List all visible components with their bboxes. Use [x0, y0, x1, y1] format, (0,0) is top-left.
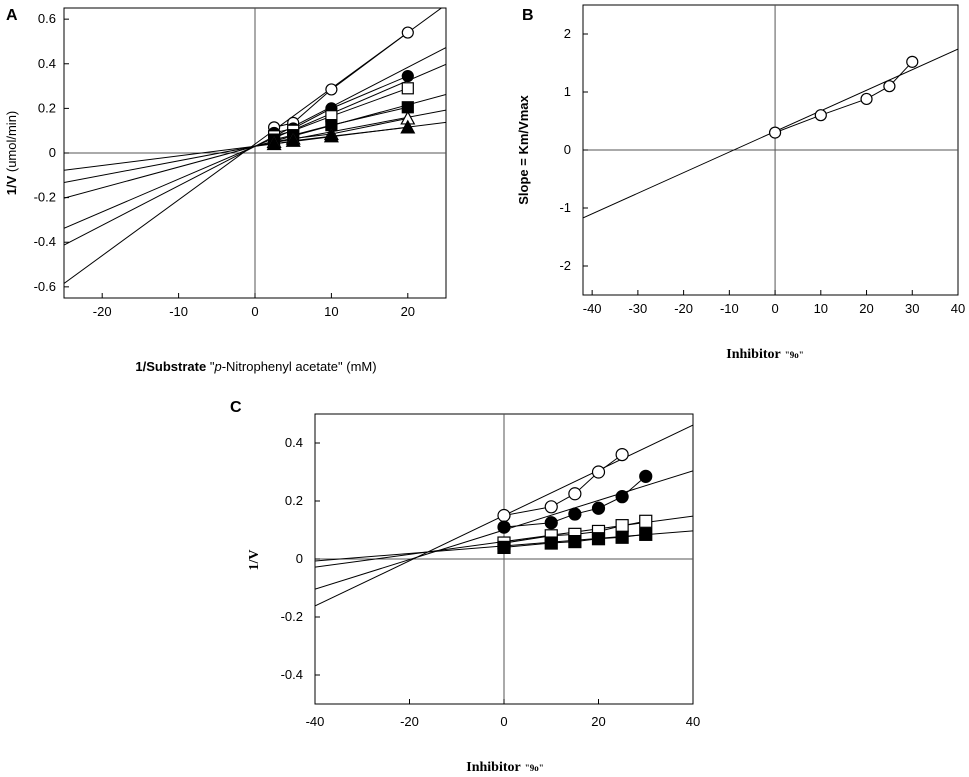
panel-c-point-filled-square [568, 534, 582, 549]
panel-c-ytick-label: -0.4 [281, 667, 303, 682]
panel-c-point-filled-circle [615, 490, 629, 504]
panel-c-xlabel-small: "9o" [525, 763, 544, 773]
panel-a-xtick-label: 0 [251, 304, 258, 319]
panel-a-ytick-label: 0.2 [38, 100, 56, 115]
panel-c-point-filled-square [591, 532, 606, 546]
panel-b-point-open-circle [860, 92, 873, 106]
panel-b-ytick-label: -2 [559, 258, 571, 273]
panel-c-xlabel-main: Inhibitor [466, 760, 520, 775]
panel-c-point-filled-circle [639, 469, 653, 483]
panel-c-point-filled-square [544, 536, 558, 550]
panel-c-point-filled-square [615, 530, 629, 544]
panel-a-series-line-open-square [273, 87, 408, 137]
panel-c-ylabel: 1/V [247, 550, 262, 571]
panel-a: A 1/Substrate "p-Nitrophenyl acetate" (m… [4, 7, 447, 374]
panel-a-ylabel-rest: (umol/min) [4, 111, 19, 176]
panel-a-plot: -20 -10 0 10 20 -0.6 -0.4 -0.2 0 0.2 0.4 0.6 [34, 8, 446, 319]
panel-b-xtick-label: 10 [814, 301, 828, 316]
panel-c-xtick-label: -20 [400, 714, 419, 729]
panel-a-series-line-filled-square [273, 106, 408, 141]
panel-b: B Inhibitor "9o" Slope = Km/Vmax -40 -30 -2… [516, 4, 965, 362]
panel-a-point-filled-triangle [266, 136, 282, 151]
panel-c-xtick-label: -40 [306, 714, 325, 729]
panel-b-xtick-label: 0 [771, 301, 778, 316]
panel-b-point-open-circle [814, 109, 827, 122]
panel-a-series-line-filled-circle [273, 75, 408, 134]
panel-a-label: A [6, 7, 18, 24]
panel-c-label: C [230, 399, 242, 416]
panel-a-ytick-label: 0 [49, 145, 56, 160]
panel-a-point-filled-triangle [323, 128, 339, 143]
panel-a-point-filled-triangle [400, 119, 416, 134]
panel-a-ytick-label: -0.6 [34, 279, 56, 294]
panel-b-point-open-circle [906, 55, 919, 68]
panel-b-ytick-label: 1 [564, 84, 571, 99]
panel-b-ylabel: Slope = Km/Vmax [516, 95, 531, 205]
panel-a-ytick-label: -0.4 [34, 234, 56, 249]
panel-a-point-open-square [401, 82, 414, 95]
panel-c-point-filled-circle [544, 516, 558, 530]
panel-a-ylabel: 1/V (umol/min) [4, 111, 19, 196]
panel-b-xtick-label: 40 [951, 301, 965, 316]
panel-b-xtick-label: -20 [674, 301, 693, 316]
panel-a-point-open-circle [401, 26, 414, 39]
panel-c-point-filled-circle [568, 507, 582, 521]
panel-b-xlabel-small: "9o" [785, 350, 804, 360]
panel-c-xtick-label: 0 [500, 714, 507, 729]
panel-c-point-open-circle [591, 465, 606, 479]
panel-a-series-line-open-circle [273, 32, 409, 128]
panel-a-ylabel-bold: 1/V [4, 175, 19, 195]
panel-a-point-filled-triangle [285, 132, 301, 147]
panel-a-series-line-open-triangle [274, 117, 408, 143]
panel-c-point-filled-circle [591, 501, 606, 515]
panel-b-point-open-circle [768, 126, 782, 139]
panel-a-ytick-label: 0.4 [38, 56, 56, 71]
panel-c-ytick-label: 0.2 [285, 493, 303, 508]
panel-a-xlabel-bold: 1/Substrate [135, 359, 206, 374]
panel-b-xtick-label: 30 [905, 301, 919, 316]
panel-a-point-filled-circle [401, 69, 414, 83]
panel-b-xtick-label: -10 [720, 301, 739, 316]
panel-b-label: B [522, 7, 534, 24]
panel-c-xlabel: Inhibitor "9o" [466, 760, 543, 775]
panel-c-ytick-label: 0 [296, 551, 303, 566]
panel-b-xlabel: Inhibitor "9o" [726, 347, 803, 362]
panel-a-point-open-circle [325, 83, 338, 96]
panel-c-point-filled-circle [497, 520, 511, 534]
panel-a-xlabel: 1/Substrate "p-Nitrophenyl acetate" (mM) [135, 359, 376, 374]
panel-c: C Inhibitor "9o" 1/V -40 -20 0 20 40 -0.4 -0.2 0… [230, 399, 700, 775]
panel-c-point-open-circle [615, 448, 629, 462]
panel-b-ytick-label: -1 [559, 200, 571, 215]
panel-b-xtick-label: 20 [859, 301, 873, 316]
panel-c-xtick-label: 40 [686, 714, 700, 729]
panel-c-plot: -40 -20 0 20 40 -0.4 -0.2 0 0.2 0.4 [281, 414, 700, 729]
panel-a-xtick-label: -20 [93, 304, 112, 319]
panel-a-series-line-filled-triangle [274, 126, 408, 145]
panel-c-ytick-label: -0.2 [281, 609, 303, 624]
panel-c-ytick-label: 0.4 [285, 435, 303, 450]
panel-b-ytick-label: 0 [564, 142, 571, 157]
panel-c-point-open-circle [544, 500, 558, 514]
panel-a-xtick-label: 10 [324, 304, 338, 319]
panel-b-xtick-label: -30 [628, 301, 647, 316]
panel-c-point-open-square [615, 519, 629, 533]
panel-a-ytick-label: 0.6 [38, 11, 56, 26]
panel-b-ytick-label: 2 [564, 26, 571, 41]
panel-c-xtick-label: 20 [591, 714, 605, 729]
panel-c-point-open-circle [568, 487, 582, 501]
panel-a-ytick-label: -0.2 [34, 190, 56, 205]
panel-c-point-open-circle [497, 508, 511, 523]
panel-c-point-filled-square [639, 527, 653, 541]
panel-c-point-filled-square [497, 540, 511, 555]
panel-b-xlabel-main: Inhibitor [726, 347, 780, 362]
panel-b-xtick-label: -40 [583, 301, 602, 316]
panel-b-point-open-circle [883, 80, 896, 93]
panel-a-xtick-label: -10 [169, 304, 188, 319]
panel-c-point-open-square [639, 514, 653, 528]
panel-a-xtick-label: 20 [401, 304, 415, 319]
panel-a-xlabel-rest: "p-Nitrophenyl acetate" (mM) [206, 359, 376, 374]
